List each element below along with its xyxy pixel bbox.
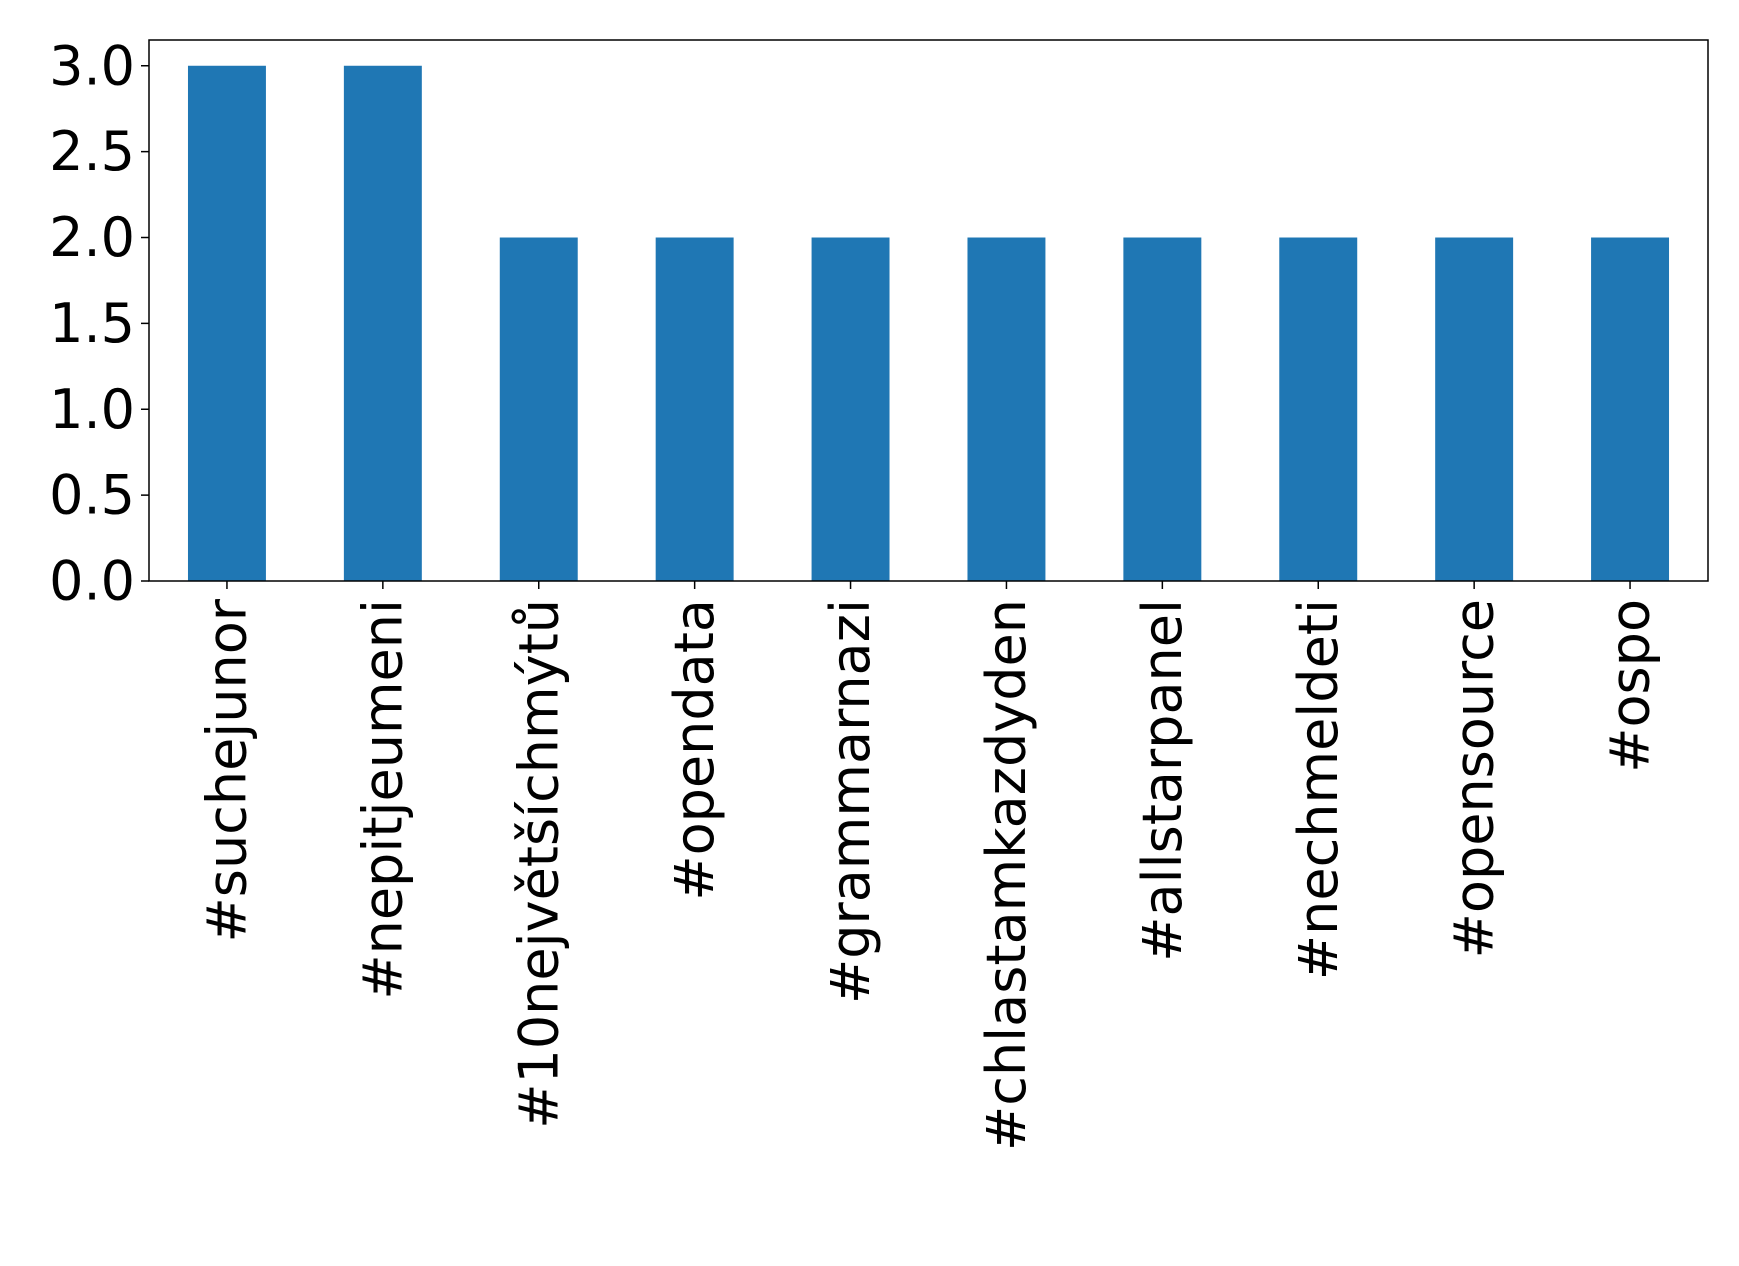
x-tick-label: #nechmeldeti (1287, 599, 1350, 980)
x-tick-label: #allstarpanel (1131, 599, 1194, 962)
x-tick-label: #10největšíchmýtů (507, 599, 570, 1129)
x-tick-label: #ospo (1599, 599, 1662, 773)
bar (343, 65, 422, 581)
y-tick-label: 0.0 (49, 550, 135, 613)
x-tick-label: #chlastamkazdyden (975, 599, 1038, 1151)
plot-frame (148, 39, 1709, 582)
x-tick-label: #opendata (663, 599, 726, 901)
x-tick-label: #nepitjeumeni (351, 599, 414, 1000)
y-tick-label: 1.0 (49, 378, 135, 441)
y-tick-label: 1.5 (49, 292, 135, 355)
y-tick-label: 2.0 (49, 206, 135, 269)
bar (967, 237, 1046, 581)
bar (1123, 237, 1202, 581)
bar (1591, 237, 1670, 581)
bar (811, 237, 890, 581)
x-tick-label: #opensource (1443, 599, 1506, 958)
bar (1279, 237, 1358, 581)
bar (655, 237, 734, 581)
bar (1435, 237, 1514, 581)
bar (499, 237, 578, 581)
x-tick-label: #grammarnazi (819, 599, 882, 1004)
y-tick-label: 0.5 (49, 464, 135, 527)
y-tick-label: 3.0 (49, 34, 135, 97)
x-tick-label: #suchejunor (195, 598, 258, 942)
bar (187, 65, 266, 581)
y-tick-label: 2.5 (49, 120, 135, 183)
